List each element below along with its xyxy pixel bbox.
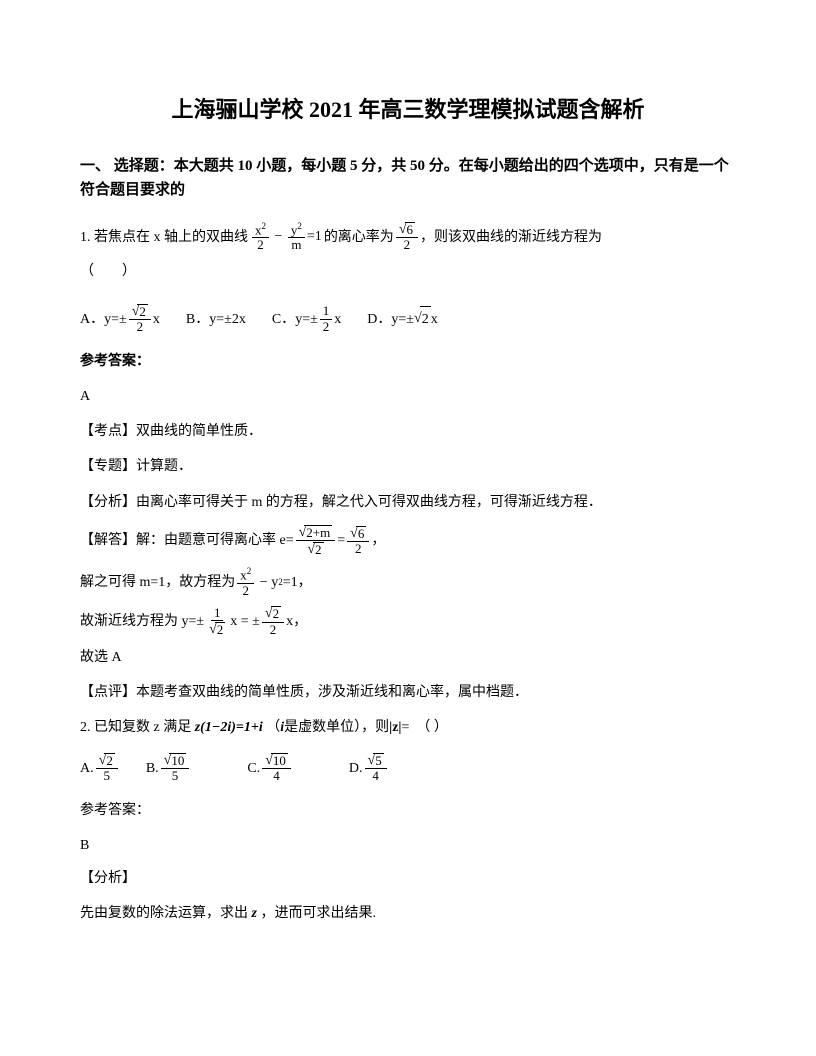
q1-conclusion: 故选 A (80, 645, 736, 670)
question-1: 1. 若焦点在 x 轴上的双曲线 x22 − y2m =1 的离心率为 √62 … (80, 222, 736, 706)
q1-solve1-math: √2+m√2 = √62 (294, 525, 372, 557)
q2-optC-label: C. (247, 756, 260, 781)
q1-option-c: C． y=±12x (272, 304, 341, 334)
q2-answer: B (80, 833, 736, 858)
q1-suffix: ，则该双曲线的渐近线方程为 (420, 225, 602, 250)
q1-optD-math: y=±√2x (391, 306, 437, 332)
q2-prefix: 2. 已知复数 z 满足 (80, 715, 191, 740)
q2-optB-math: √105 (159, 753, 192, 784)
q1-solve1-prefix: 【解答】解：由题意可得离心率 e= (80, 528, 294, 553)
q1-optC-math: y=±12x (295, 304, 341, 334)
q2-analysis-label: 【分析】 (80, 866, 736, 891)
q1-options: A． y=±√22x B． y=±2x C． y=±12x D． y=±√2x (80, 304, 736, 335)
q2-option-c: C. √104 (247, 753, 293, 784)
q2-optA-label: A. (80, 756, 94, 781)
section-header: 一、 选择题：本大题共 10 小题，每小题 5 分，共 50 分。在每小题给出的… (80, 154, 736, 202)
q1-mid: 的离心率为 (324, 225, 394, 250)
q1-optB-text: y=±2x (209, 307, 246, 332)
q1-solve2-math: x22 − y2=1 (235, 567, 297, 598)
q1-option-a: A． y=±√22x (80, 304, 160, 335)
q1-solve3: 故渐近线方程为 y= ±1√2x = ±√22x ， (80, 606, 736, 637)
q2-stem: 2. 已知复数 z 满足 z(1−2i)=1+i （ i 是虚数单位），则 |z… (80, 715, 736, 740)
q2-options: A. √25 B. √105 C. √104 D. √54 (80, 753, 736, 784)
q2-option-d: D. √54 (349, 753, 389, 784)
q1-point: 【考点】双曲线的简单性质． (80, 419, 736, 444)
q1-optC-label: C． (272, 307, 295, 332)
q1-solve2-suffix: ， (298, 570, 312, 595)
question-2: 2. 已知复数 z 满足 z(1−2i)=1+i （ i 是虚数单位），则 |z… (80, 715, 736, 926)
q1-solve2-prefix: 解之可得 m=1，故方程为 (80, 570, 235, 595)
q2-option-a: A. √25 (80, 753, 120, 784)
q1-solve2: 解之可得 m=1，故方程为 x22 − y2=1 ， (80, 567, 736, 598)
page-title: 上海骊山学校 2021 年高三数学理模拟试题含解析 (80, 90, 736, 130)
q1-analysis: 【分析】由离心率可得关于 m 的方程，解之代入可得双曲线方程，可得渐近线方程． (80, 490, 736, 515)
q1-comment: 【点评】本题考查双曲线的简单性质，涉及渐近线和离心率，属中档题． (80, 680, 736, 705)
q2-analysis-line: 先由复数的除法运算，求出 z ，进而可求出结果. (80, 901, 736, 926)
q1-solve3-suffix: ， (293, 609, 307, 634)
q1-paren: （ ） (80, 259, 736, 284)
q1-solve3-prefix: 故渐近线方程为 y= (80, 609, 196, 634)
q1-solve3-math: ±1√2x = ±√22x (196, 606, 293, 637)
q1-stem: 1. 若焦点在 x 轴上的双曲线 x22 − y2m =1 的离心率为 √62 … (80, 222, 736, 253)
q1-answer: A (80, 384, 736, 409)
q1-option-d: D． y=±√2x (367, 306, 437, 332)
q2-option-b: B. √105 (146, 753, 192, 784)
q2-z: z (248, 901, 260, 926)
q2-mid: （ (266, 715, 280, 740)
q1-solve1: 【解答】解：由题意可得离心率 e= √2+m√2 = √62 ， (80, 525, 736, 557)
q2-eq: z(1−2i)=1+i (191, 715, 266, 740)
q1-option-b: B． y=±2x (186, 307, 246, 332)
q2-analysis: 先由复数的除法运算，求出 (80, 901, 248, 926)
q1-ecc: √62 (394, 222, 420, 253)
q1-optB-label: B． (186, 307, 209, 332)
q1-prefix: 1. 若焦点在 x 轴上的双曲线 (80, 225, 248, 250)
q1-optA-math: y=±√22x (104, 304, 160, 335)
q1-answer-label: 参考答案： (80, 349, 736, 374)
q1-topic: 【专题】计算题． (80, 454, 736, 479)
q1-optA-label: A． (80, 307, 104, 332)
q2-unit: 是虚数单位），则 (284, 715, 389, 740)
q2-abs: |z| (389, 715, 401, 740)
q2-optD-math: √54 (363, 753, 389, 784)
q1-solve1-comma: ， (371, 528, 385, 553)
q2-optC-math: √104 (260, 753, 293, 784)
q1-hyperbola-eq: x22 − y2m =1 (248, 222, 324, 253)
q2-optB-label: B. (146, 756, 159, 781)
q2-suffix: （ ） (416, 715, 448, 740)
q2-optA-math: √25 (94, 753, 120, 784)
q2-answer-label: 参考答案： (80, 798, 736, 823)
q2-optD-label: D. (349, 756, 363, 781)
q2-analysis-suffix: ，进而可求出结果. (260, 901, 376, 926)
q1-optD-label: D． (367, 307, 391, 332)
